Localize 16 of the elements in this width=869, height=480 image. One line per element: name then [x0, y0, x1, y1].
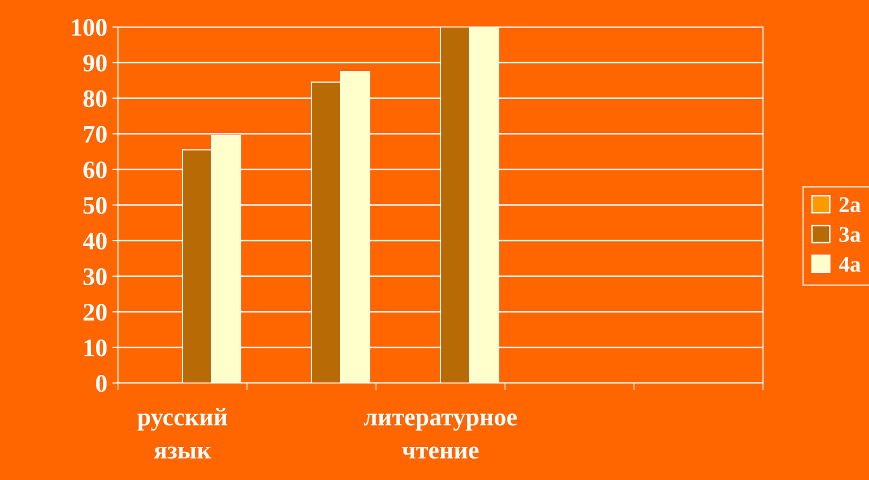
legend-label: 4a — [838, 256, 861, 272]
y-tick-label: 50 — [84, 197, 107, 214]
y-tick-label: 40 — [82, 232, 107, 250]
y-tick-label: 0 — [96, 375, 107, 392]
legend-label: 3a — [840, 227, 861, 242]
y-tick-label: 30 — [84, 268, 107, 286]
legend-label: 2a — [840, 197, 861, 212]
x-tick-label: литературное чтение — [364, 413, 517, 459]
x-tick-label: русский язык — [137, 408, 228, 459]
y-tick-label: 90 — [83, 54, 107, 72]
y-tick-label: 20 — [84, 304, 107, 321]
y-tick-label: 10 — [84, 339, 107, 356]
y-tick-label: 80 — [83, 90, 107, 108]
y-tick-label: 100 — [72, 19, 107, 36]
y-tick-label: 70 — [84, 126, 107, 143]
y-tick-label: 60 — [83, 161, 107, 178]
